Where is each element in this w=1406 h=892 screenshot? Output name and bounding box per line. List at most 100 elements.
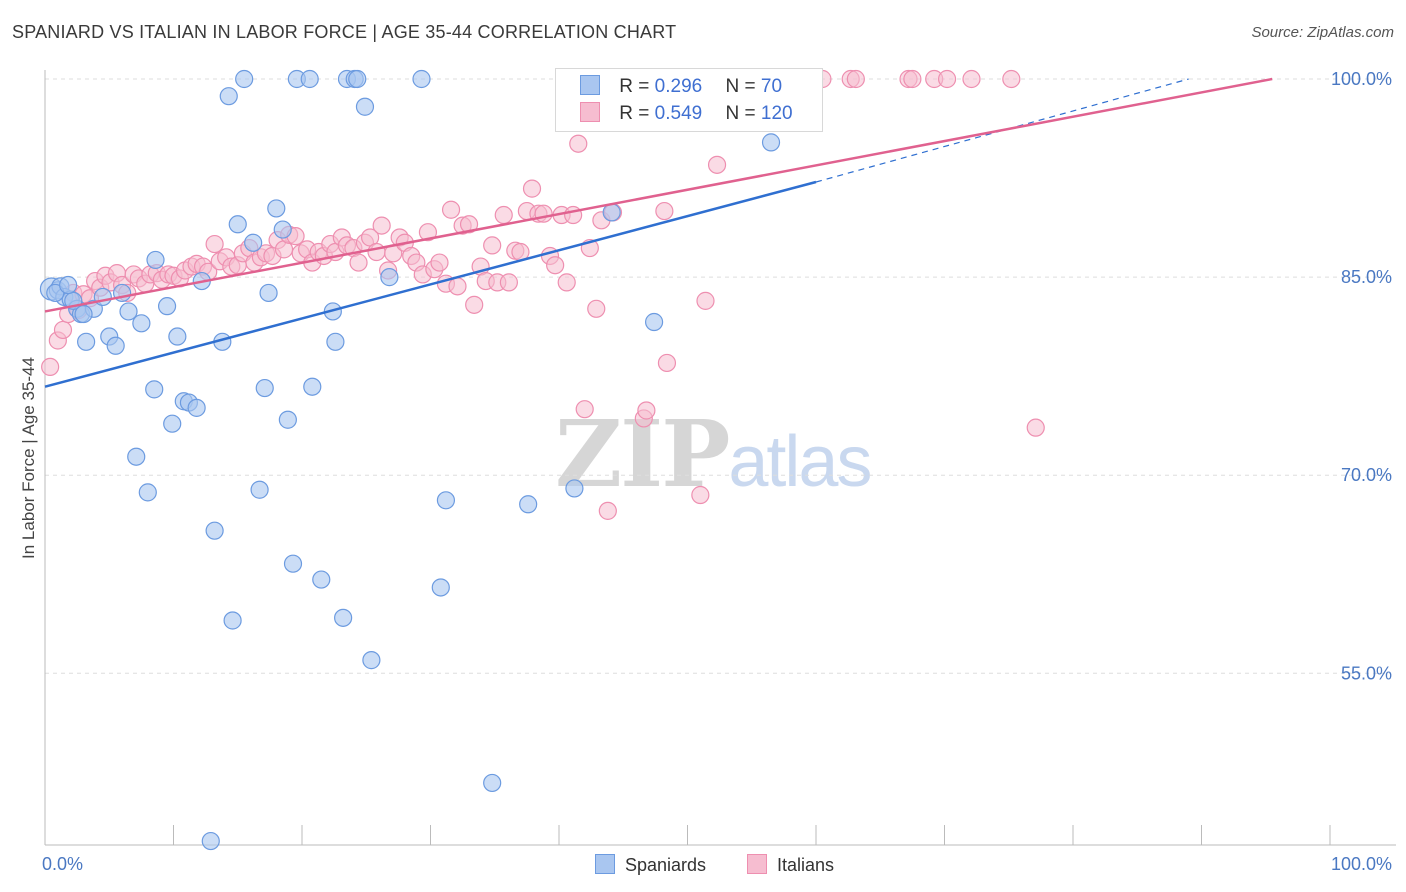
spaniards-point: [278, 410, 297, 429]
italians-point: [349, 253, 368, 272]
watermark-atlas: atlas: [728, 422, 872, 502]
spaniards-point: [519, 495, 538, 514]
x-tick-label: 100.0%: [1331, 854, 1392, 874]
spaniards-point: [326, 332, 345, 351]
spaniards-point: [145, 380, 164, 399]
spaniards-point: [255, 378, 274, 398]
spaniards-trend-line: [44, 180, 817, 388]
legend-item-spaniards[interactable]: Spaniards: [595, 852, 706, 878]
r-label: R =: [619, 103, 650, 124]
italians-point: [499, 273, 518, 292]
y-tick-label: 70.0%: [1341, 465, 1392, 485]
spaniards-point: [106, 336, 125, 355]
n-label: N =: [725, 76, 756, 97]
spaniards-point: [157, 297, 177, 316]
italians-point: [418, 223, 438, 242]
spaniards-point: [146, 250, 165, 270]
italians-point: [372, 216, 391, 235]
source-label: Source: ZipAtlas.com: [1251, 24, 1394, 41]
correlation-legend: R = 0.296 N = 70 R = 0.549 N = 120: [555, 68, 823, 132]
italians-point: [465, 295, 484, 314]
spaniards-point: [132, 314, 151, 333]
italians-point: [1026, 418, 1045, 437]
italians-point: [691, 485, 710, 505]
spaniards-point: [244, 233, 263, 252]
spaniards-point: [436, 491, 456, 510]
spaniards-swatch: [580, 75, 600, 95]
spaniards-point: [483, 773, 502, 793]
series-legend: Spaniards Italians: [0, 852, 1406, 878]
spaniards-point: [348, 69, 367, 89]
spaniards-point: [380, 268, 399, 287]
spaniards-point: [119, 302, 138, 321]
italians-point: [657, 353, 677, 373]
spaniards-point: [334, 608, 353, 627]
spaniards-trend-extension: [815, 78, 1189, 183]
r-label: R =: [619, 76, 650, 97]
italians-point: [575, 400, 594, 419]
legend-item-italians[interactable]: Italians: [747, 852, 834, 878]
spaniards-point: [761, 133, 781, 152]
spaniards-point: [300, 69, 319, 89]
italians-point: [367, 242, 386, 262]
italians-label: Italians: [777, 855, 835, 875]
spaniards-point: [273, 220, 292, 239]
y-axis-title: In Labor Force | Age 35-44: [19, 357, 38, 559]
y-tick-label: 100.0%: [1331, 69, 1392, 89]
italians-point: [41, 357, 60, 377]
italians-point: [587, 299, 606, 318]
italians-point: [903, 69, 922, 89]
y-tick-label: 85.0%: [1341, 267, 1392, 287]
italians-point: [205, 234, 224, 254]
spaniards-point: [77, 332, 96, 351]
spaniards-point: [127, 447, 146, 466]
spaniards-point: [205, 521, 224, 540]
spaniards-point: [250, 480, 269, 499]
spaniards-label: Spaniards: [625, 855, 707, 875]
spaniards-point: [565, 479, 584, 498]
trend-lines: [44, 77, 1273, 388]
italians-point: [598, 501, 617, 520]
spaniards-point: [187, 398, 206, 417]
italians-point: [846, 69, 865, 89]
italians-point: [1002, 69, 1021, 89]
legend-row-italians: R = 0.549 N = 120: [580, 100, 793, 128]
spaniards-point: [431, 578, 450, 597]
italians-point: [430, 253, 449, 272]
spaniards-point: [201, 831, 220, 851]
italians-trend-line: [44, 77, 1273, 313]
italians-point: [962, 69, 981, 89]
spaniards-point: [59, 275, 78, 295]
italians-point: [534, 204, 553, 223]
spaniards-point: [267, 199, 286, 218]
axes: [44, 70, 1396, 846]
italians-point: [441, 200, 461, 219]
spaniards-point: [362, 651, 381, 670]
spaniards-point: [74, 304, 93, 324]
legend-row-spaniards: R = 0.296 N = 70: [580, 73, 782, 101]
italians-swatch: [747, 854, 767, 874]
spaniards-points: [39, 69, 781, 851]
italians-point: [707, 155, 727, 174]
spaniards-point: [355, 97, 375, 116]
spaniards-point: [235, 69, 254, 89]
italians-point: [522, 179, 542, 198]
italians-point: [546, 256, 565, 275]
spaniards-point: [412, 69, 431, 89]
spaniards-point: [223, 611, 242, 630]
spaniards-point: [303, 377, 322, 396]
chart-title: SPANIARD VS ITALIAN IN LABOR FORCE | AGE…: [12, 22, 677, 42]
italians-point: [655, 201, 674, 221]
spaniards-swatch: [595, 854, 615, 874]
italians-point: [696, 291, 715, 310]
spaniards-point: [283, 554, 303, 573]
italians-point: [53, 320, 73, 340]
italians-point: [937, 69, 957, 89]
n-label: N =: [725, 103, 756, 124]
spaniards-point: [228, 215, 247, 234]
italians-points: [41, 69, 1045, 520]
spaniards-point: [259, 283, 278, 303]
spaniards-point: [168, 327, 187, 346]
y-tick-label: 55.0%: [1341, 663, 1392, 683]
